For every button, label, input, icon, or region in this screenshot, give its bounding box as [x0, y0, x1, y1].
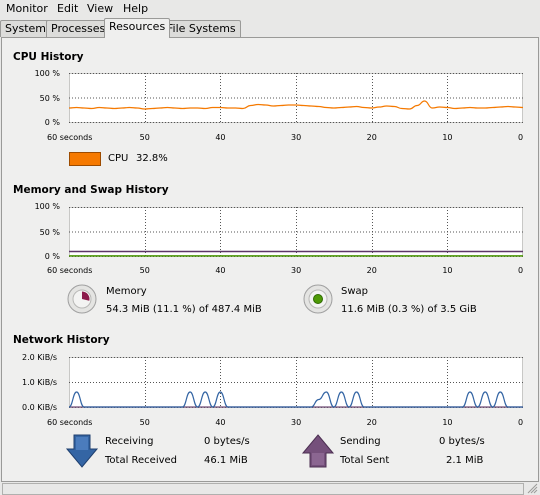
tab-processes[interactable]: Processes [46, 20, 111, 37]
x-tick-label: 20 [366, 266, 377, 275]
menu-help[interactable]: Help [123, 2, 149, 15]
menu-view[interactable]: View [87, 2, 114, 15]
mem-ytick-0: 0 % [44, 252, 60, 261]
x-tick-label: 50 [139, 266, 150, 275]
memory-history-graph [69, 207, 523, 257]
x-tick-label: 0 [518, 418, 524, 427]
x-tick-label: 20 [366, 133, 377, 142]
total-received-value: 46.1 MiB [204, 455, 248, 466]
memory-history-title: Memory and Swap History [13, 184, 169, 196]
resize-grip-icon[interactable] [526, 483, 538, 494]
net-ytick-0: 0.0 KiB/s [22, 403, 58, 412]
mem-ytick-50: 50 % [39, 228, 60, 237]
sending-value: 0 bytes/s [439, 436, 485, 447]
receiving-arrow-icon[interactable] [65, 434, 99, 468]
x-tick-label: 40 [215, 266, 226, 275]
cpu-legend-value: 32.8% [136, 153, 168, 164]
x-tick-label: 10 [442, 418, 453, 427]
net-ytick-1: 1.0 KiB/s [22, 378, 58, 387]
x-tick-label: 50 [139, 133, 150, 142]
cpu-series-line [68, 100, 524, 110]
statusbar-field [2, 483, 524, 495]
total-sent-label: Total Sent [340, 455, 390, 466]
swap-legend-value: 11.6 MiB (0.3 %) of 3.5 GiB [341, 304, 477, 315]
x-tick-label: 30 [291, 266, 302, 275]
statusbar [0, 481, 540, 495]
cpu-history-title: CPU History [13, 51, 84, 63]
x-tick-label: 60 seconds [47, 133, 93, 142]
tab-file-systems[interactable]: File Systems [162, 20, 241, 37]
menu-edit[interactable]: Edit [57, 2, 79, 15]
total-sent-value: 2.1 MiB [446, 455, 484, 466]
memory-pie-icon[interactable] [67, 284, 97, 314]
receive-series-line [68, 391, 523, 408]
total-received-label: Total Received [105, 455, 178, 466]
cpu-legend-label: CPU [108, 153, 129, 164]
x-tick-label: 0 [518, 266, 524, 275]
network-history-title: Network History [13, 334, 110, 346]
receiving-value: 0 bytes/s [204, 436, 250, 447]
menubar: Monitor Edit View Help [0, 0, 540, 18]
sending-label: Sending [340, 436, 381, 447]
tab-bar: System Processes Resources File Systems [0, 18, 540, 38]
menu-monitor[interactable]: Monitor [6, 2, 48, 15]
sending-arrow-icon[interactable] [301, 434, 335, 468]
x-tick-label: 40 [215, 133, 226, 142]
cpu-ytick-100: 100 % [34, 69, 60, 78]
x-tick-label: 30 [291, 133, 302, 142]
x-tick-label: 10 [442, 133, 453, 142]
x-tick-label: 60 seconds [47, 266, 93, 275]
cpu-ytick-50: 50 % [39, 94, 60, 103]
x-tick-label: 50 [139, 418, 150, 427]
cpu-color-swatch[interactable] [69, 152, 101, 166]
tab-resources[interactable]: Resources [104, 18, 171, 38]
tab-system[interactable]: System [0, 20, 52, 37]
memory-legend-value: 54.3 MiB (11.1 %) of 487.4 MiB [106, 304, 262, 315]
x-tick-label: 10 [442, 266, 453, 275]
swap-legend-label: Swap [341, 286, 369, 297]
net-ytick-2: 2.0 KiB/s [22, 353, 58, 362]
x-tick-label: 60 seconds [47, 418, 93, 427]
receiving-label: Receiving [105, 436, 154, 447]
mem-ytick-100: 100 % [34, 202, 60, 211]
memory-legend-label: Memory [106, 286, 147, 297]
cpu-history-graph [68, 73, 524, 123]
x-tick-label: 30 [291, 418, 302, 427]
network-history-graph [68, 357, 523, 408]
cpu-ytick-0: 0 % [44, 118, 60, 127]
x-tick-label: 0 [518, 133, 524, 142]
x-tick-label: 40 [215, 418, 226, 427]
swap-pie-icon[interactable] [303, 284, 333, 314]
x-tick-label: 20 [366, 418, 377, 427]
